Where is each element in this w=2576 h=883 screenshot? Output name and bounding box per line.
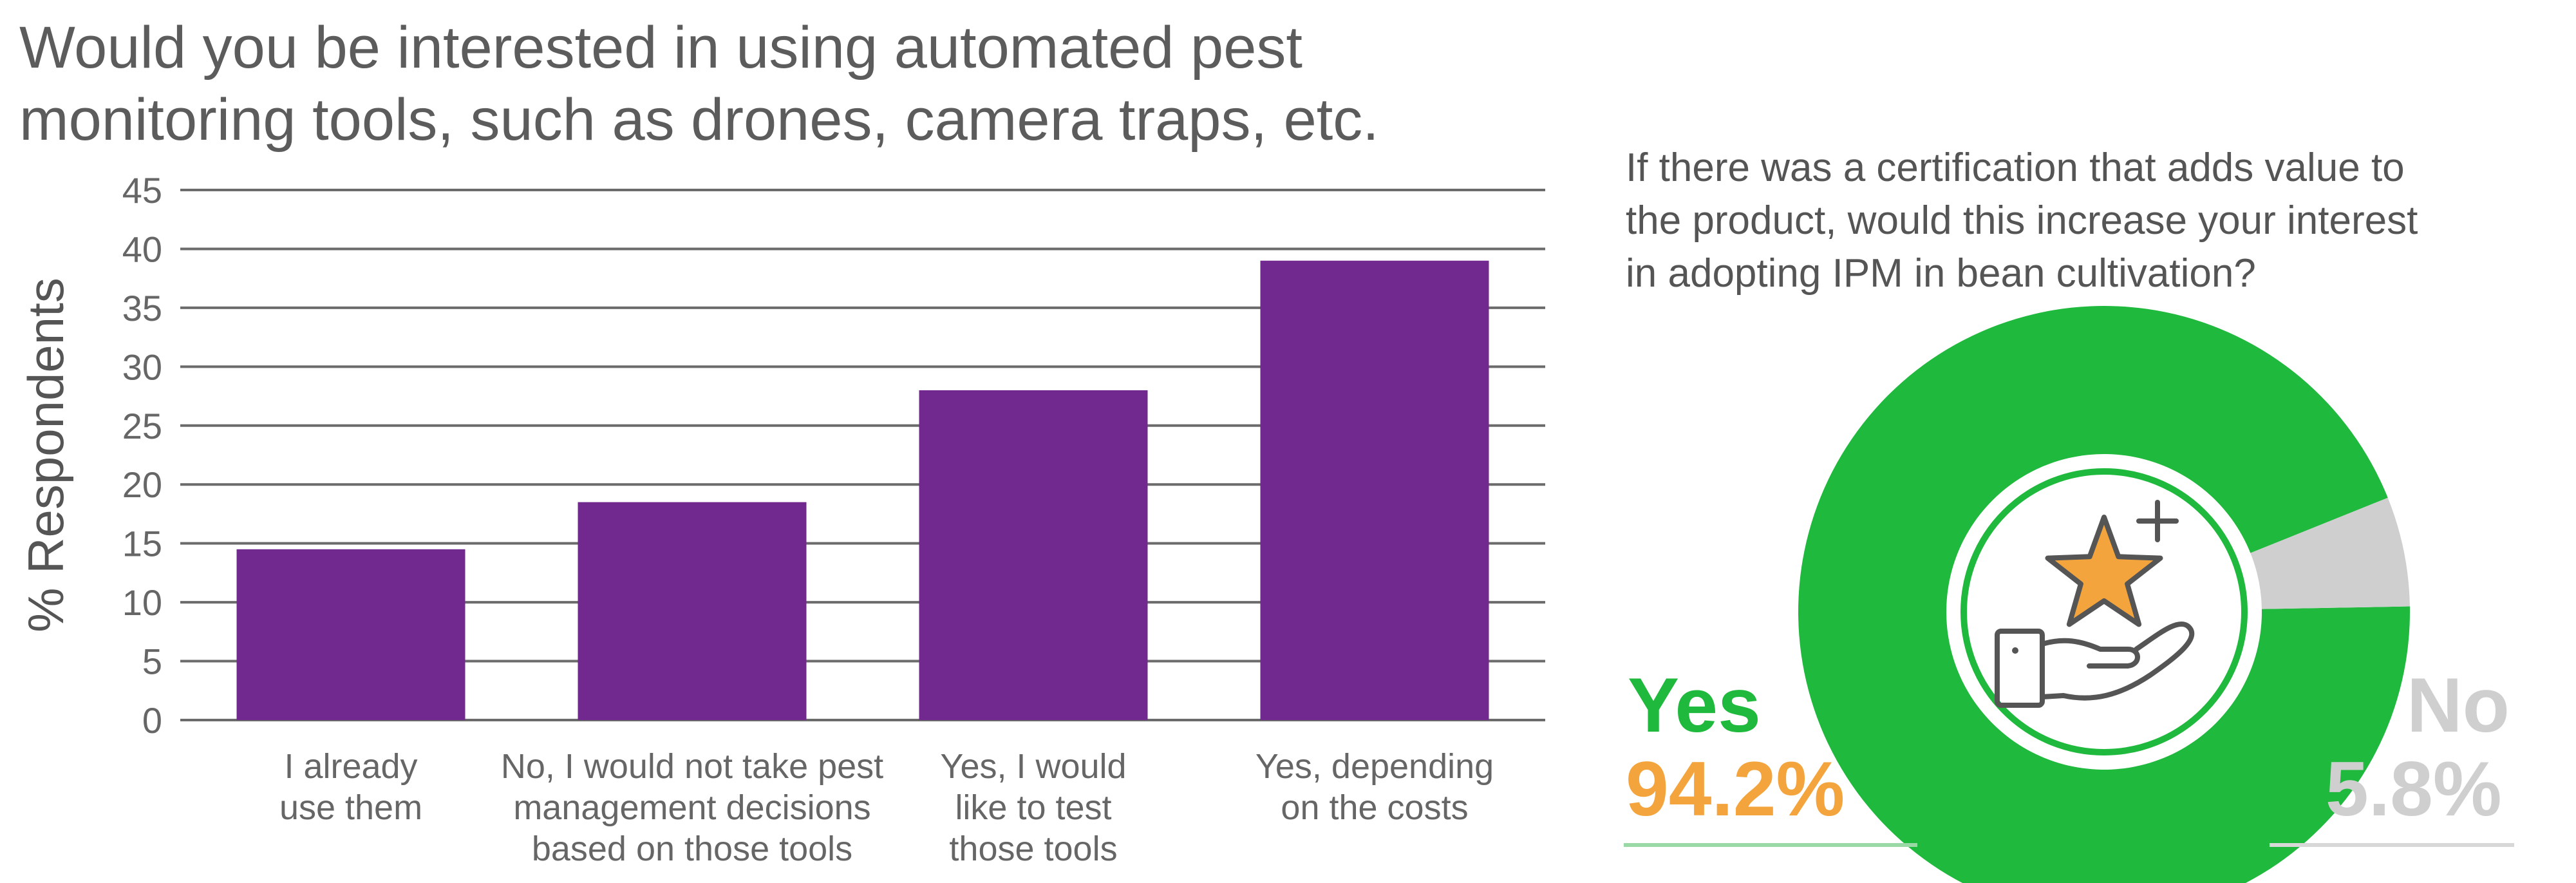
inner-ring (1960, 468, 2248, 755)
x-tick-label: Yes, depending on the costs (1255, 747, 1494, 827)
y-tick-label: 0 (142, 700, 162, 741)
plus-icon (2136, 500, 2179, 542)
yes-label: Yes (1628, 662, 1761, 748)
donut-slice-no (2250, 497, 2410, 609)
bar (578, 502, 807, 720)
y-tick-label: 20 (122, 464, 162, 505)
bar-chart-title-line-2: monitoring tools, such as drones, camera… (19, 87, 1379, 153)
bar-chart-title: Would you be interested in using automat… (19, 12, 1379, 156)
donut-hole (1950, 457, 2259, 766)
y-tick-label: 30 (122, 347, 162, 387)
no-label: No (2407, 662, 2510, 748)
pie-question-line-2: the product, would this increase your in… (1626, 198, 2418, 243)
bar (236, 549, 465, 720)
bar-chart: 0 5 10 15 20 25 30 35 40 45 % Respondents I already… (17, 170, 1545, 868)
bar (1260, 260, 1489, 720)
bar (919, 390, 1148, 720)
star-icon (2045, 515, 2163, 627)
y-tick-label: 40 (122, 229, 162, 269)
y-axis-label: % Respondents (17, 278, 74, 632)
y-tick-label: 45 (122, 170, 162, 211)
pie-chart-question: If there was a certification that adds v… (1626, 142, 2418, 300)
hand-icon (1995, 621, 2195, 708)
y-tick-label: 25 (122, 406, 162, 446)
no-value: 5.8% (2326, 746, 2502, 832)
y-tick-label: 5 (142, 641, 162, 682)
bar-chart-title-line-1: Would you be interested in using automat… (19, 15, 1302, 81)
x-tick-label: I already use them (279, 747, 422, 827)
y-tick-label: 15 (122, 524, 162, 564)
x-tick-label: No, I would not take pest management deci… (501, 747, 883, 868)
pie-question-line-3: in adopting IPM in bean cultivation? (1626, 251, 2256, 296)
x-tick-label: Yes, I would like to test those tools (940, 747, 1126, 868)
y-tick-label: 35 (122, 288, 162, 328)
donut-slice-yes (1798, 306, 2410, 883)
pie-question-line-1: If there was a certification that adds v… (1626, 146, 2405, 190)
yes-value: 94.2% (1626, 746, 1845, 832)
y-tick-label: 10 (122, 582, 162, 623)
